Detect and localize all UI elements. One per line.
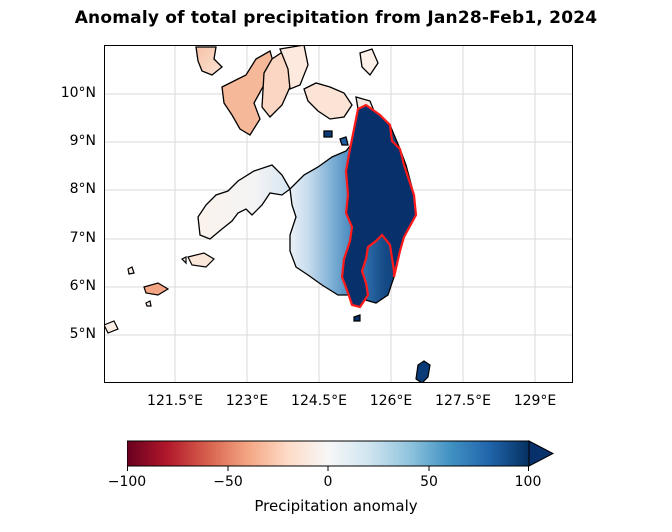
colorbar-tick-label: 100 [514,474,542,490]
zamboanga-peninsula [197,164,291,240]
lat-tick-label: 8°N [69,181,96,197]
map-panel [104,45,573,383]
lat-tick-label: 9°N [69,133,96,149]
colorbar-tick-label: 50 [420,474,438,490]
colorbar-tick-label: −50 [213,474,243,490]
small-islands [104,252,431,383]
chart-title: Anomaly of total precipitation from Jan2… [74,8,598,28]
map-canvas [104,45,573,383]
lat-tick-label: 6°N [69,278,96,294]
lat-tick-label: 7°N [69,230,96,246]
lon-tick-label: 124.5°E [291,393,347,409]
lat-tick-label: 5°N [69,326,96,342]
map-border [104,45,573,383]
colorbar-gradient [127,440,530,467]
colorbar-tick-label: −100 [107,474,147,490]
highlight-region-outline [340,103,418,309]
lat-tick-label: 10°N [60,85,96,101]
lon-tick-label: 127.5°E [435,393,491,409]
colorbar-extend-arrow [528,440,555,467]
colorbar-ticks [127,466,529,471]
lon-tick-label: 129°E [513,393,557,409]
colorbar [127,440,555,471]
lon-tick-label: 126°E [369,393,413,409]
lon-tick-label: 121.5°E [147,393,203,409]
mindanao-mainland [289,103,418,309]
colorbar-tick-label: 0 [323,474,333,490]
lon-tick-label: 123°E [225,393,269,409]
visayas-islands [195,45,379,146]
colorbar-label: Precipitation anomaly [254,497,418,515]
